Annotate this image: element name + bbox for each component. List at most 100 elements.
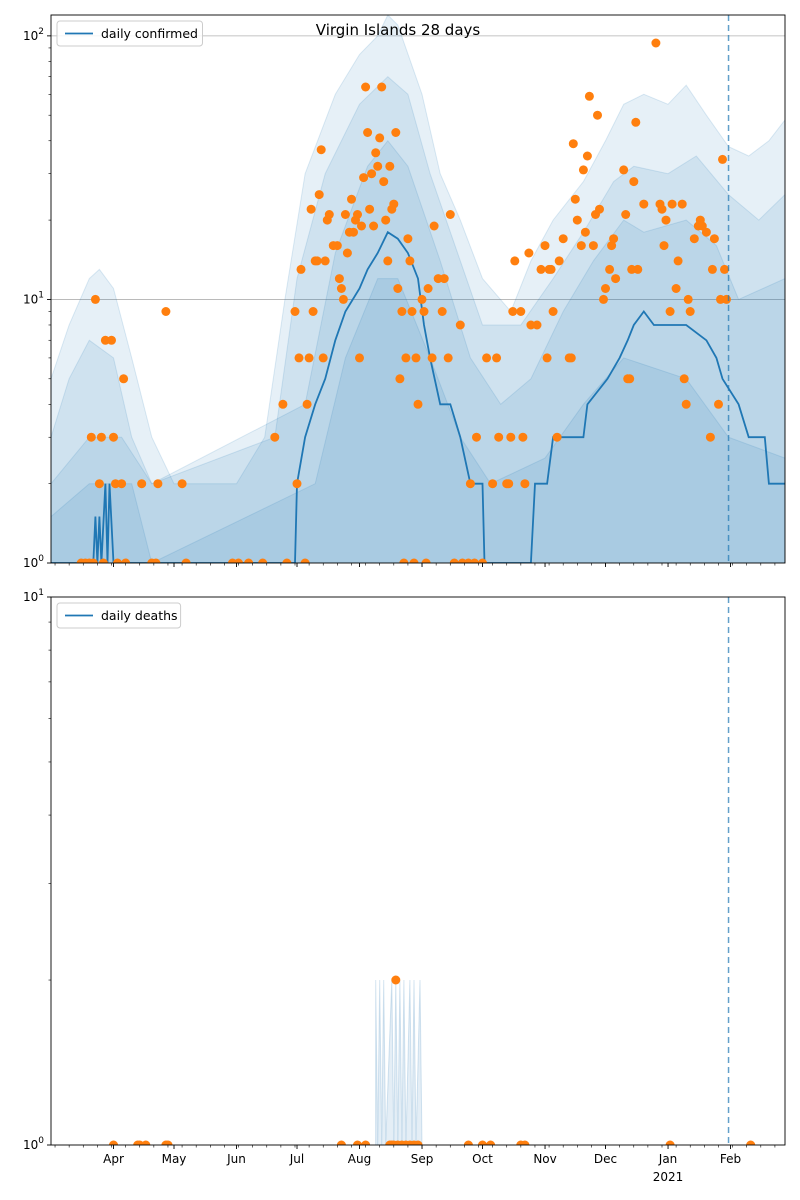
data-point xyxy=(705,432,715,442)
data-point xyxy=(683,294,693,304)
y-tick-label: 101 xyxy=(23,290,44,306)
legend-label: daily confirmed xyxy=(101,26,198,41)
y-tick-label: 102 xyxy=(23,27,44,43)
uncertainty-band-3 xyxy=(51,278,785,563)
data-point xyxy=(639,199,649,209)
x-tick-label: Aug xyxy=(348,1152,371,1166)
data-point xyxy=(463,1140,473,1145)
data-point xyxy=(593,110,602,120)
uncertainty-band-2 xyxy=(51,139,785,563)
data-point xyxy=(375,133,385,143)
data-point xyxy=(371,148,381,158)
data-point xyxy=(113,558,122,563)
data-point xyxy=(516,307,526,316)
data-point xyxy=(419,307,429,316)
data-point xyxy=(609,234,619,244)
data-point xyxy=(685,307,695,316)
x-axis: Apr May Jun Jul Aug Sep Oct Nov Dec Jan Feb 2021 xyxy=(103,1152,741,1184)
data-point xyxy=(383,256,393,266)
legend-box xyxy=(56,602,182,629)
data-point xyxy=(137,479,147,489)
data-point xyxy=(599,294,608,304)
data-point xyxy=(244,558,254,563)
data-point xyxy=(665,1140,675,1145)
data-point xyxy=(554,256,564,266)
data-point xyxy=(681,399,691,409)
data-point xyxy=(449,558,459,563)
data-point xyxy=(234,558,243,563)
x-tick-label: May xyxy=(162,1152,187,1166)
data-point xyxy=(540,241,550,251)
data-point xyxy=(470,558,479,563)
confirmed-panel: 100 101 102 daily confirmed Virgin Islands 2… xyxy=(23,14,786,570)
data-point xyxy=(377,82,387,92)
data-point xyxy=(282,558,292,563)
data-point xyxy=(518,432,528,442)
data-point xyxy=(429,221,439,231)
data-point xyxy=(482,353,492,363)
data-point xyxy=(318,353,328,363)
data-point xyxy=(373,161,383,171)
data-point xyxy=(163,1140,173,1145)
data-point xyxy=(714,399,723,409)
data-point xyxy=(385,161,395,171)
data-point xyxy=(314,190,324,200)
data-point xyxy=(520,1140,530,1145)
data-point xyxy=(492,353,502,363)
legend: daily confirmed xyxy=(56,20,203,47)
x-tick-label: Oct xyxy=(472,1152,493,1166)
data-point xyxy=(355,353,364,363)
data-point xyxy=(588,241,598,251)
data-point xyxy=(619,165,629,175)
data-point xyxy=(401,353,411,363)
data-point xyxy=(576,241,586,251)
data-point xyxy=(363,128,373,137)
data-point xyxy=(389,199,399,209)
data-point xyxy=(443,353,453,363)
uncertainty-band-0 xyxy=(51,15,785,563)
y-tick-label: 100 xyxy=(23,1136,44,1152)
data-point xyxy=(365,204,375,214)
chart-title: Virgin Islands 28 days xyxy=(316,21,481,39)
data-point xyxy=(625,374,635,384)
y-tick-label: 101 xyxy=(23,588,44,604)
data-point xyxy=(359,173,369,183)
data-point xyxy=(320,256,330,266)
data-point xyxy=(107,335,116,345)
data-point xyxy=(405,256,415,266)
data-point xyxy=(689,234,699,244)
y-tick-label: 100 xyxy=(23,554,44,570)
data-point xyxy=(465,479,475,489)
data-point xyxy=(381,215,391,225)
data-point xyxy=(403,234,413,244)
data-point xyxy=(98,558,108,563)
data-point xyxy=(665,307,675,316)
data-point xyxy=(292,479,302,489)
data-point xyxy=(347,194,356,204)
data-point xyxy=(621,210,631,219)
data-point xyxy=(338,294,348,304)
data-point xyxy=(552,432,562,442)
data-point xyxy=(720,264,729,274)
uncertainty-band-1 xyxy=(51,76,785,563)
data-point xyxy=(506,432,516,442)
data-point xyxy=(709,234,719,244)
axes-frame xyxy=(50,596,786,1146)
data-point xyxy=(582,151,592,161)
data-point xyxy=(718,154,727,164)
data-point xyxy=(324,210,334,219)
x-tick-label: Jul xyxy=(289,1152,304,1166)
data-point xyxy=(395,374,405,384)
data-point xyxy=(349,227,358,237)
data-point xyxy=(478,1140,487,1145)
data-point xyxy=(657,204,667,214)
data-point xyxy=(336,1140,346,1145)
data-point xyxy=(361,82,371,92)
data-point xyxy=(353,210,362,219)
data-point xyxy=(294,353,304,363)
x-tick-label: Feb xyxy=(720,1152,741,1166)
data-point xyxy=(536,264,546,274)
data-point xyxy=(566,353,576,363)
series-line xyxy=(51,230,785,563)
